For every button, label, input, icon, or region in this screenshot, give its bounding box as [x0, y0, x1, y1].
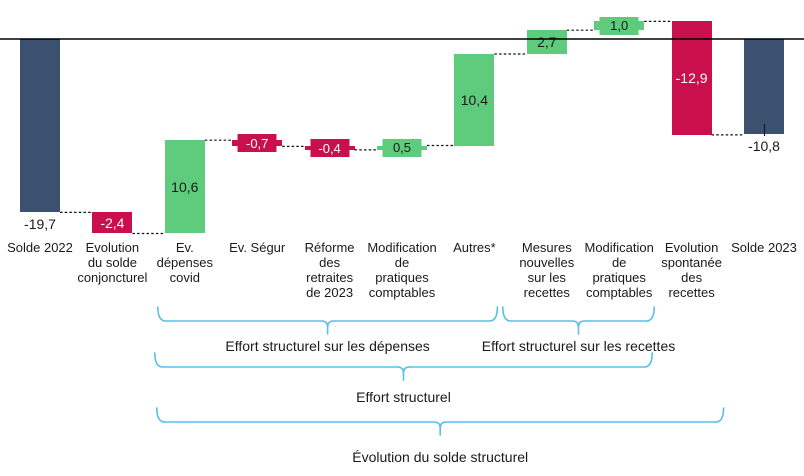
bar-solde-2022 [20, 39, 60, 213]
bar-mesures-nouvelles-recettes [526, 30, 567, 54]
brace-effort-structurel-recettes [502, 306, 655, 335]
bar-evolution-spontanee-recettes [671, 21, 712, 135]
brace-evolution-solde-structurel [156, 407, 725, 436]
bar-solde-2023 [744, 39, 784, 134]
brace-effort-structurel [154, 352, 653, 381]
brace-effort-structurel-depenses [157, 306, 499, 335]
bar-ev-depenses-covid [164, 140, 205, 234]
bar-autres [454, 54, 495, 146]
bar-evolution-solde-conjoncturel [92, 212, 133, 234]
